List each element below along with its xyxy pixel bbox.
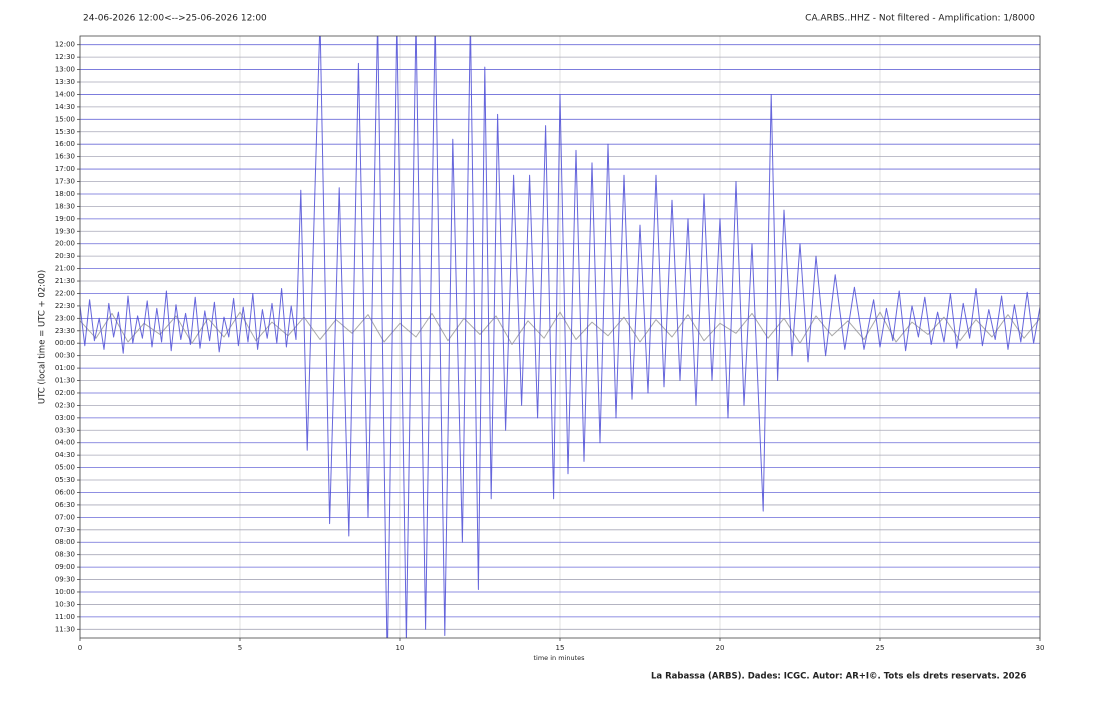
y-tick-label: 12:00 (55, 41, 75, 49)
y-tick-label: 12:30 (55, 53, 75, 61)
x-axis-label: time in minutes (533, 654, 585, 662)
y-tick-label: 18:30 (55, 202, 75, 210)
y-tick-label: 18:00 (55, 190, 75, 198)
y-tick-label: 14:30 (55, 103, 75, 111)
x-tick-label: 30 (1036, 644, 1045, 652)
plot-frame (79, 35, 1041, 639)
y-tick-label: 17:00 (55, 165, 75, 173)
x-tick-label: 20 (716, 644, 725, 652)
y-tick-label: 16:30 (55, 153, 75, 161)
y-tick-label: 23:30 (55, 327, 75, 335)
y-tick-label: 21:30 (55, 277, 75, 285)
y-tick-label: 13:30 (55, 78, 75, 86)
y-tick-label: 01:30 (55, 377, 75, 385)
y-tick-label: 15:00 (55, 115, 75, 123)
y-tick-label: 14:00 (55, 90, 75, 98)
y-tick-label: 11:30 (55, 625, 75, 633)
y-tick-label: 21:00 (55, 265, 75, 273)
y-tick-label: 08:00 (55, 538, 75, 546)
y-tick-label: 23:00 (55, 314, 75, 322)
x-tick-label: 10 (396, 644, 405, 652)
y-tick-label: 11:00 (55, 613, 75, 621)
y-tick-label: 04:00 (55, 439, 75, 447)
traces (80, 36, 1040, 638)
y-tick-label: 08:30 (55, 551, 75, 559)
y-tick-label: 20:30 (55, 252, 75, 260)
y-tick-label: 07:30 (55, 526, 75, 534)
y-tick-label: 05:00 (55, 464, 75, 472)
y-tick-label: 22:30 (55, 302, 75, 310)
y-tick-label: 03:30 (55, 426, 75, 434)
y-tick-label: 06:00 (55, 488, 75, 496)
y-tick-label: 07:00 (55, 513, 75, 521)
y-tick-label: 09:30 (55, 576, 75, 584)
y-tick-label: 10:00 (55, 588, 75, 596)
y-tick-label: 17:30 (55, 178, 75, 186)
y-tick-label: 00:00 (55, 339, 75, 347)
y-tick-label: 13:00 (55, 66, 75, 74)
y-tick-label: 19:00 (55, 215, 75, 223)
y-tick-label: 09:00 (55, 563, 75, 571)
y-tick-label: 02:00 (55, 389, 75, 397)
y-axis-label: UTC (local time = UTC + 02:00) (38, 270, 48, 404)
y-tick-label: 00:30 (55, 352, 75, 360)
y-tick-label: 15:30 (55, 128, 75, 136)
grid: 0 5 10 15 20 25 30 12:00 12:30 13:00 13:30 14:00 14:… (55, 36, 1045, 652)
chart-subtitle: CA.ARBS..HHZ - Not filtered - Amplificat… (805, 14, 1035, 24)
x-tick-label: 15 (556, 644, 565, 652)
x-tick-label: 0 (78, 644, 82, 652)
y-tick-label: 06:30 (55, 501, 75, 509)
x-tick-label: 5 (238, 644, 242, 652)
y-tick-label: 20:00 (55, 240, 75, 248)
y-tick-label: 19:30 (55, 227, 75, 235)
chart-title: 24-06-2026 12:00<-->25-06-2026 12:00 (83, 14, 267, 24)
y-tick-label: 01:00 (55, 364, 75, 372)
y-tick-label: 05:30 (55, 476, 75, 484)
y-tick-label: 02:30 (55, 401, 75, 409)
trace (80, 36, 1040, 638)
trace (80, 311, 1040, 345)
y-tick-label: 16:00 (55, 140, 75, 148)
y-tick-label: 03:00 (55, 414, 75, 422)
x-tick-label: 25 (876, 644, 885, 652)
footer-credit: La Rabassa (ARBS). Dades: ICGC. Autor: A… (651, 672, 1026, 682)
y-tick-label: 04:30 (55, 451, 75, 459)
y-tick-label: 10:30 (55, 600, 75, 608)
y-tick-label: 22:00 (55, 289, 75, 297)
